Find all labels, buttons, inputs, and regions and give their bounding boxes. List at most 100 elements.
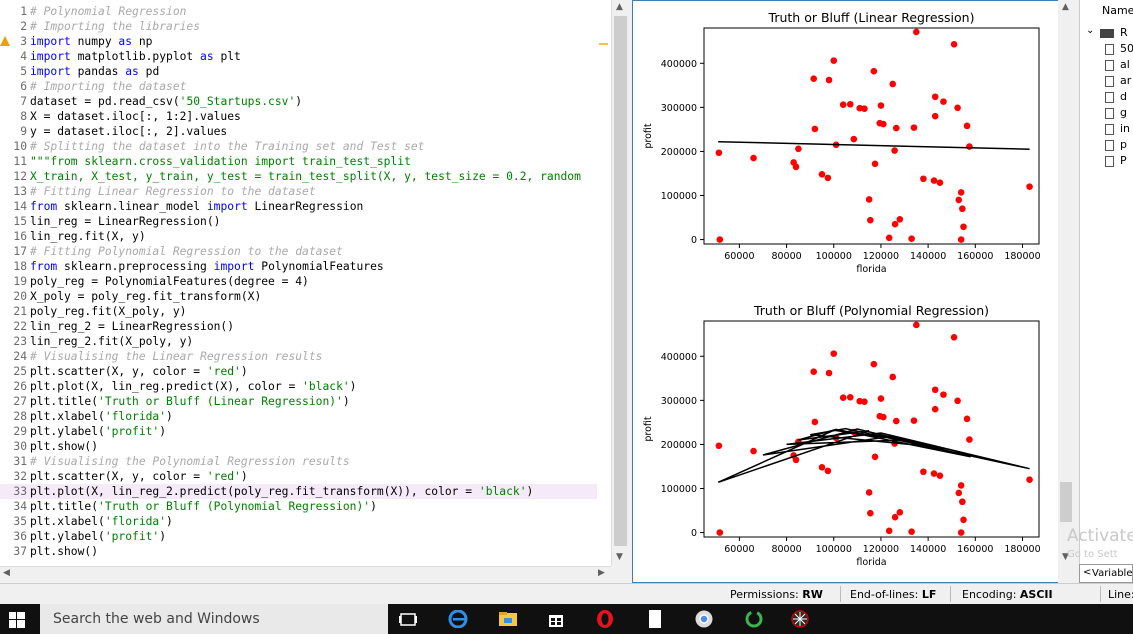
editor-horizontal-scrollbar[interactable]: ◀ ▶ <box>0 566 611 581</box>
scroll-left-icon[interactable]: < <box>1083 567 1092 578</box>
code-line[interactable]: 31 # Visualising the Polynomial Regressio… <box>0 454 611 469</box>
code-line[interactable]: 20 X_poly = poly_reg.fit_transform(X) <box>0 289 611 304</box>
spyder-icon[interactable] <box>790 610 810 628</box>
code-line[interactable]: 29 plt.ylabel('profit') <box>0 424 611 439</box>
data-point <box>818 464 826 471</box>
chrome-icon[interactable] <box>694 610 714 628</box>
code-line[interactable]: 5 import pandas as pd <box>0 64 611 79</box>
code-token: dataset = pd.read_csv( <box>30 95 180 108</box>
y-tick-label: 400000 <box>661 59 697 70</box>
editor-scroll-thumb[interactable] <box>614 16 627 546</box>
plots-scroll-thumb[interactable] <box>1060 482 1072 522</box>
data-point <box>931 112 939 120</box>
explorer-header-name[interactable]: Name <box>1102 4 1133 17</box>
file-item[interactable]: g <box>1120 106 1127 119</box>
document-icon[interactable] <box>645 610 665 628</box>
code-line[interactable]: 17 # Fitting Polynomial Regression to the… <box>0 244 611 259</box>
code-token: plt.xlabel( <box>30 410 105 423</box>
code-line[interactable]: 12 X_train, X_test, y_train, y_test = tra… <box>0 169 611 184</box>
code-line[interactable]: 6 # Importing the dataset <box>0 79 611 94</box>
line-number: 13 <box>13 185 27 198</box>
plots-scroll-down-icon[interactable]: ▼ <box>1062 552 1069 562</box>
store-icon[interactable] <box>546 610 566 628</box>
permissions-status: Permissions: RW <box>730 588 823 601</box>
code-line[interactable]: 36 plt.ylabel('profit') <box>0 529 611 544</box>
data-point <box>930 177 938 184</box>
data-point <box>891 513 899 521</box>
code-line[interactable]: 18 from sklearn.preprocessing import Poly… <box>0 259 611 274</box>
taskbar-search-input[interactable]: Search the web and Windows <box>53 611 260 627</box>
code-token: plt.plot(X, lin_reg.predict(X), color = <box>30 380 303 393</box>
code-line[interactable]: 21 poly_reg.fit(X_poly, y) <box>0 304 611 319</box>
file-item[interactable]: p <box>1120 138 1127 151</box>
data-point <box>885 234 893 242</box>
file-item[interactable]: ar <box>1120 74 1132 87</box>
y-tick-label: 300000 <box>661 396 697 407</box>
edge-browser-icon[interactable] <box>448 610 468 628</box>
data-point <box>966 143 973 150</box>
code-line[interactable]: 10 # Splitting the dataset into the Train… <box>0 139 611 154</box>
editor-vertical-scrollbar[interactable]: ▲ ▼ <box>611 0 629 566</box>
file-item[interactable]: d <box>1120 90 1127 103</box>
code-line[interactable]: 19 poly_reg = PolynomialFeatures(degree =… <box>0 274 611 289</box>
refresh-app-icon[interactable] <box>744 610 764 628</box>
x-tick-label: 120000 <box>863 251 899 262</box>
code-line[interactable]: 28 plt.xlabel('florida') <box>0 409 611 424</box>
opera-icon[interactable] <box>595 610 615 628</box>
code-line[interactable]: 25 plt.scatter(X, y, color = 'red') <box>0 364 611 379</box>
code-line[interactable]: 15 lin_reg = LinearRegression() <box>0 214 611 229</box>
code-line[interactable]: 32 plt.scatter(X, y, color = 'red') <box>0 469 611 484</box>
code-token: 'red' <box>206 365 241 378</box>
code-token: ) <box>349 380 357 393</box>
code-line[interactable]: 7 dataset = pd.read_csv('50_Startups.csv'… <box>0 94 611 109</box>
code-line[interactable]: 27 plt.title('Truth or Bluff (Linear Regr… <box>0 394 611 409</box>
line-number: 16 <box>13 230 27 243</box>
variable-explorer-tab[interactable]: < Variable <box>1079 564 1133 583</box>
code-line[interactable]: 30 plt.show() <box>0 439 611 454</box>
taskbar: Search the web and Windows <box>0 604 1133 634</box>
x-tick-label: 100000 <box>816 251 852 262</box>
code-line[interactable]: 34 plt.title('Truth or Bluff (Polynomial … <box>0 499 611 514</box>
windows-start-icon[interactable] <box>9 612 25 628</box>
code-token: PolynomialFeatures <box>254 260 384 273</box>
file-item[interactable]: P <box>1120 154 1127 167</box>
taskbar-search-box[interactable]: Search the web and Windows <box>40 604 388 634</box>
code-line[interactable]: 2 # Importing the libraries <box>0 19 611 34</box>
file-item[interactable]: in <box>1120 122 1131 135</box>
code-line[interactable]: 14 from sklearn.linear_model import Linea… <box>0 199 611 214</box>
folder-label[interactable]: R <box>1120 26 1128 39</box>
code-line[interactable]: 33 plt.plot(X, lin_reg_2.predict(poly_reg… <box>0 484 597 499</box>
data-point <box>910 417 918 424</box>
code-line[interactable]: 13 # Fitting Linear Regression to the dat… <box>0 184 611 199</box>
code-line[interactable]: 35 plt.xlabel('florida') <box>0 514 611 529</box>
file-explorer-icon[interactable] <box>498 610 518 628</box>
scroll-down-icon[interactable]: ▼ <box>616 552 623 562</box>
code-line[interactable]: 4 import matplotlib.pyplot as plt <box>0 49 611 64</box>
file-item[interactable]: 50 <box>1120 42 1133 55</box>
code-line[interactable]: 37 plt.show() <box>0 544 611 559</box>
code-line[interactable]: 26 plt.plot(X, lin_reg.predict(X), color … <box>0 379 611 394</box>
plots-scroll-up-icon[interactable]: ▲ <box>1062 2 1069 12</box>
code-token: 'Truth or Bluff (Linear Regression)' <box>98 395 343 408</box>
data-point <box>1026 476 1033 483</box>
code-line[interactable]: 1 # Polynomial Regression <box>0 4 611 19</box>
code-line[interactable]: 3 import numpy as np <box>0 34 611 49</box>
task-view-icon[interactable] <box>398 610 418 628</box>
code-line[interactable]: 23 lin_reg_2.fit(X_poly, y) <box>0 334 611 349</box>
plots-vertical-scrollbar[interactable]: ▲ ▼ <box>1058 0 1074 583</box>
plots-canvas: Truth or Bluff (Linear Regression) 60000 8… <box>643 10 1041 568</box>
code-token: ) <box>240 470 248 483</box>
code-line[interactable]: 24 # Visualising the Linear Regression re… <box>0 349 611 364</box>
scroll-left-icon[interactable]: ◀ <box>3 568 10 578</box>
file-item[interactable]: al <box>1120 58 1130 71</box>
code-line[interactable]: 22 lin_reg_2 = LinearRegression() <box>0 319 611 334</box>
scroll-up-icon[interactable]: ▲ <box>616 2 623 12</box>
code-line[interactable]: 16 lin_reg.fit(X, y) <box>0 229 611 244</box>
code-editor[interactable]: 1 # Polynomial Regression 2 # Importing the… <box>0 0 611 566</box>
code-line[interactable]: 11 """from sklearn.cross_validation impor… <box>0 154 611 169</box>
scroll-right-icon[interactable]: ▶ <box>598 568 605 578</box>
data-point <box>865 196 873 203</box>
chevron-down-icon[interactable]: ⌄ <box>1086 25 1095 36</box>
